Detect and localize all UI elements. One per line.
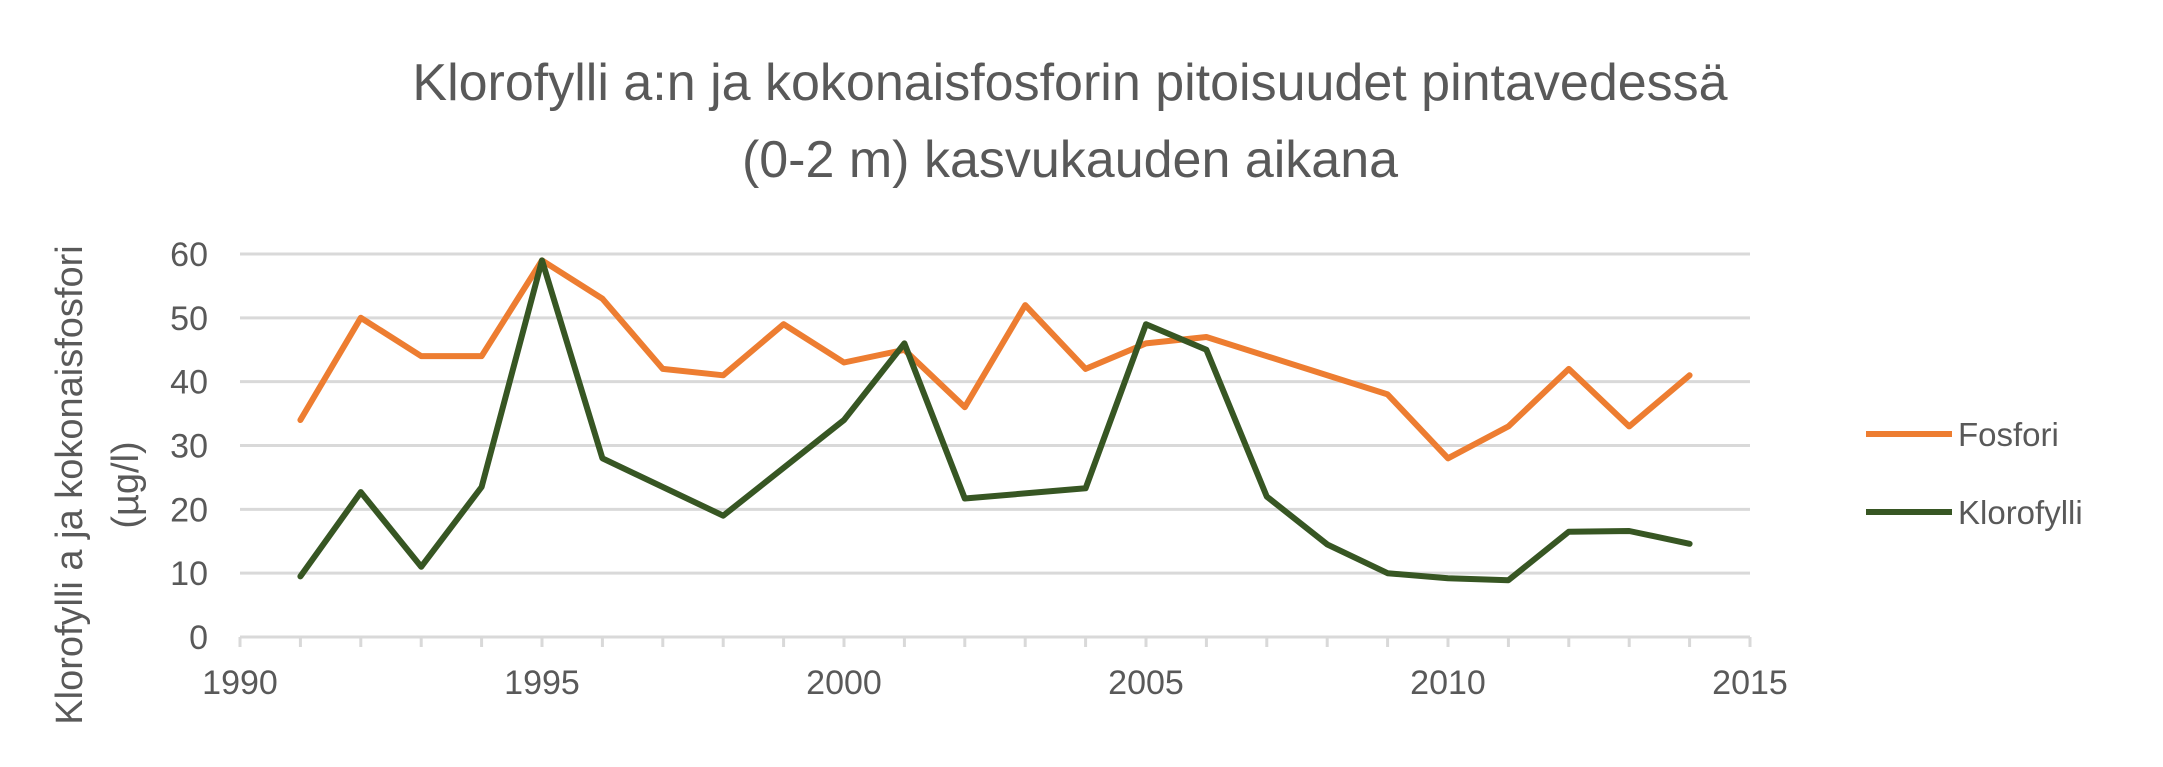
y-tick-label-20: 20 (170, 491, 208, 529)
x-axis (238, 635, 1752, 647)
x-tick-label-1990: 1990 (202, 664, 278, 702)
y-axis-title-line2: (µg/l) (105, 441, 147, 528)
x-tick-label-2015: 2015 (1712, 664, 1788, 702)
series-lines (297, 257, 1693, 584)
x-axis-tick-labels: 1990 1995 2000 2005 2010 2015 (202, 664, 1788, 702)
chart-title-line1: Klorofylli a:n ja kokonaisfosforin pitoi… (412, 54, 1727, 112)
y-tick-label-60: 60 (170, 236, 208, 274)
legend-label-fosfori: Fosfori (1958, 416, 2059, 453)
y-tick-label-30: 30 (170, 428, 208, 466)
series-line-fosfori (297, 257, 1693, 462)
y-tick-label-0: 0 (189, 619, 208, 657)
y-tick-label-10: 10 (170, 555, 208, 593)
legend: Fosfori Klorofylli (1866, 416, 2083, 531)
x-tick-label-2000: 2000 (806, 664, 882, 702)
chart-title-line2: (0-2 m) kasvukauden aikana (742, 131, 1398, 189)
x-tick-label-1995: 1995 (504, 664, 580, 702)
legend-label-klorofylli: Klorofylli (1958, 494, 2083, 531)
y-axis-title-line1: Klorofylli a ja kokonaisfosfori (49, 245, 91, 724)
y-tick-label-40: 40 (170, 364, 208, 402)
series-line-klorofylli (297, 257, 1693, 584)
y-tick-label-50: 50 (170, 300, 208, 338)
x-tick-label-2010: 2010 (1410, 664, 1486, 702)
x-tick-label-2005: 2005 (1108, 664, 1184, 702)
y-axis-tick-labels: 0 10 20 30 40 50 60 (170, 236, 208, 657)
y-axis-title: Klorofylli a ja kokonaisfosfori (µg/l) (49, 245, 147, 724)
